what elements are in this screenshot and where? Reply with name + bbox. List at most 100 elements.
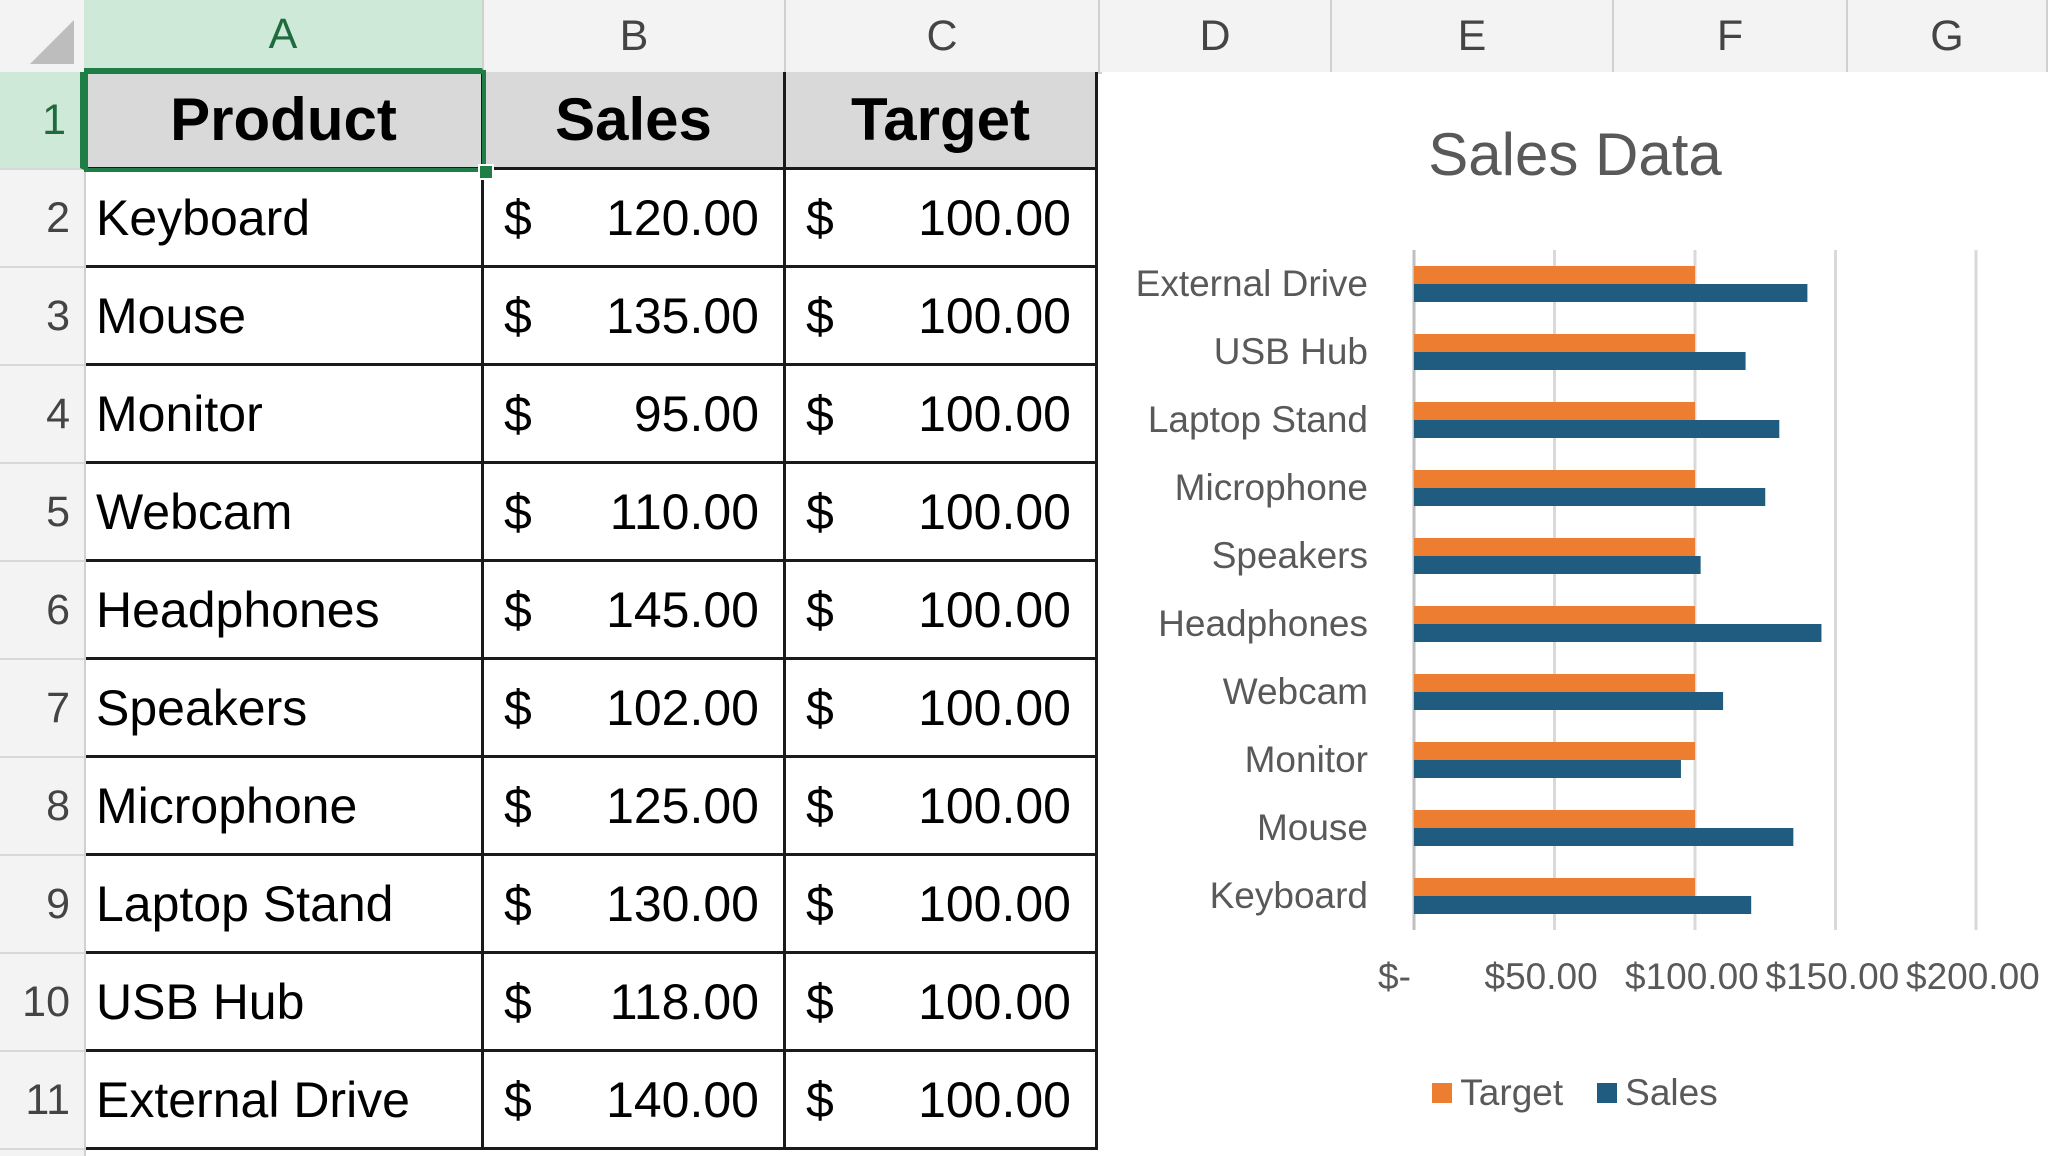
legend-swatch-sales [1597,1083,1618,1103]
bar-target-external-drive[interactable] [1414,266,1695,284]
sales-cell[interactable]: $110.00 [484,464,786,562]
sales-cell[interactable]: $140.00 [484,1052,786,1150]
target-cell[interactable]: $100.00 [786,268,1098,366]
row-header[interactable]: 8 [0,758,84,856]
target-cell[interactable]: $100.00 [786,366,1098,464]
bar-target-mouse[interactable] [1414,810,1695,828]
bar-target-speakers[interactable] [1414,538,1695,556]
bar-target-monitor[interactable] [1414,742,1695,760]
product-cell[interactable]: Monitor [86,366,484,464]
column-header-b[interactable]: B [484,0,786,72]
product-cell[interactable]: Headphones [86,562,484,660]
sales-cell[interactable]: $130.00 [484,856,786,954]
sales-cell[interactable]: $120.00 [484,170,786,268]
sales-cell[interactable]: $102.00 [484,660,786,758]
sales-cell[interactable]: $95.00 [484,366,786,464]
header-cell-sales[interactable]: Sales [484,72,786,170]
header-cell-product[interactable]: Product [86,72,484,170]
target-cell[interactable]: $100.00 [786,562,1098,660]
row-header[interactable]: 9 [0,856,84,954]
currency-symbol: $ [806,1071,834,1128]
target-cell[interactable]: $100.00 [786,464,1098,562]
target-cell[interactable]: $100.00 [786,856,1098,954]
row-header[interactable]: 3 [0,268,84,366]
bar-target-laptop-stand[interactable] [1414,402,1695,420]
column-header-a[interactable]: A [84,0,484,72]
fill-handle[interactable] [478,164,494,180]
column-header-c[interactable]: C [786,0,1100,72]
target-cell[interactable]: $100.00 [786,1052,1098,1150]
row-header[interactable]: 1 [0,72,84,170]
currency-symbol: $ [504,875,532,932]
bar-sales-usb-hub[interactable] [1414,352,1746,370]
column-header-g[interactable]: G [1848,0,2048,72]
bar-target-microphone[interactable] [1414,470,1695,488]
sales-cell[interactable]: $125.00 [484,758,786,856]
bar-sales-webcam[interactable] [1414,692,1724,710]
bar-target-keyboard[interactable] [1414,878,1695,896]
target-value: 100.00 [918,973,1071,1030]
product-cell[interactable]: Mouse [86,268,484,366]
target-value: 100.00 [918,1071,1071,1128]
category-label: Laptop Stand [1147,399,1368,440]
bar-sales-headphones[interactable] [1414,624,1822,642]
row-header[interactable]: 7 [0,660,84,758]
sales-value: 102.00 [606,679,759,736]
sales-value: 120.00 [606,189,759,246]
bar-sales-mouse[interactable] [1414,828,1794,846]
header-cell-target[interactable]: Target [786,72,1098,170]
product-cell[interactable]: USB Hub [86,954,484,1052]
product-cell[interactable]: Keyboard [86,170,484,268]
currency-symbol: $ [504,679,532,736]
select-all-corner[interactable] [0,0,86,72]
currency-symbol: $ [806,777,834,834]
currency-symbol: $ [806,973,834,1030]
bar-sales-speakers[interactable] [1414,556,1701,574]
column-header-f[interactable]: F [1614,0,1848,72]
currency-symbol: $ [504,777,532,834]
target-value: 100.00 [918,581,1071,638]
select-all-triangle-icon [30,20,74,64]
currency-symbol: $ [806,483,834,540]
bar-target-webcam[interactable] [1414,674,1695,692]
product-cell[interactable]: Microphone [86,758,484,856]
currency-symbol: $ [504,1071,532,1128]
target-cell[interactable]: $100.00 [786,954,1098,1052]
bar-sales-keyboard[interactable] [1414,896,1752,914]
bar-target-headphones[interactable] [1414,606,1695,624]
sales-cell[interactable]: $135.00 [484,268,786,366]
row-header[interactable]: 10 [0,954,84,1052]
row-header[interactable]: 6 [0,562,84,660]
product-cell[interactable]: Speakers [86,660,484,758]
column-header-e[interactable]: E [1332,0,1614,72]
bar-sales-laptop-stand[interactable] [1414,420,1780,438]
target-cell[interactable]: $100.00 [786,170,1098,268]
product-cell[interactable]: External Drive [86,1052,484,1150]
bar-target-usb-hub[interactable] [1414,334,1695,352]
target-cell[interactable]: $100.00 [786,758,1098,856]
category-label: Mouse [1256,807,1368,848]
row-header[interactable]: 5 [0,464,84,562]
sales-cell[interactable]: $145.00 [484,562,786,660]
legend-label-sales: Sales [1625,1072,1718,1113]
x-tick-label: $- [1378,956,1411,997]
sales-value: 110.00 [609,483,759,540]
bar-sales-external-drive[interactable] [1414,284,1808,302]
target-cell[interactable]: $100.00 [786,660,1098,758]
sales-value: 135.00 [606,287,759,344]
product-cell[interactable]: Laptop Stand [86,856,484,954]
bar-sales-microphone[interactable] [1414,488,1766,506]
row-header[interactable]: 11 [0,1052,84,1150]
sales-cell[interactable]: $118.00 [484,954,786,1052]
row-header[interactable]: 4 [0,366,84,464]
currency-symbol: $ [504,973,532,1030]
chart-title: Sales Data [1428,121,1722,188]
column-header-d[interactable]: D [1100,0,1332,72]
currency-symbol: $ [806,385,834,442]
bar-sales-monitor[interactable] [1414,760,1681,778]
product-cell[interactable]: Webcam [86,464,484,562]
sales-chart[interactable]: Sales Data Keyboard Mouse Monitor Webcam Hea… [1102,72,2048,1152]
row-header[interactable]: 2 [0,170,84,268]
target-value: 100.00 [918,679,1071,736]
